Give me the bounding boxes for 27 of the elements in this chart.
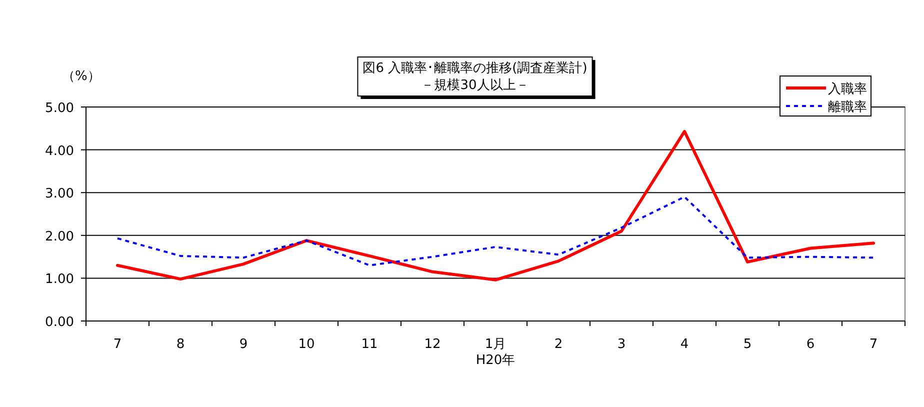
x-tick-label: 7 [869,337,878,352]
legend-label: 入職率 [828,81,867,97]
line-series [116,196,874,266]
x-tick-label: 9 [239,337,248,352]
y-tick-label: 1.00 [45,272,74,288]
chart-title: 図6 入職率･離職率の推移(調査産業計) [362,60,588,76]
x-tick-label: 12 [424,337,441,352]
x-tick-label: 8 [176,337,185,352]
y-tick-label: 0.00 [45,315,74,330]
x-tick-label: 1月 [484,337,506,352]
y-tick-label: 5.00 [45,101,74,116]
x-tick-label: 11 [361,337,378,352]
legend-label: 離職率 [828,99,867,115]
x-tick-label: 3 [617,337,626,352]
x-tick-label: 2 [554,337,563,352]
chart-subtitle: －規模30人以上－ [421,78,529,93]
x-tick-label: 10 [298,337,315,352]
x-tick-label: 4 [680,337,689,352]
y-tick-label: 2.00 [45,229,74,244]
y-tick-label: 4.00 [45,144,74,159]
y-axis-title: （%） [62,69,100,84]
line-series [116,130,875,282]
y-tick-label: 3.00 [45,186,74,202]
text: H20年 [476,353,516,368]
x-tick-label: 6 [806,337,815,352]
x-tick-label: 7 [113,337,122,352]
x-tick-label: 5 [743,337,752,352]
